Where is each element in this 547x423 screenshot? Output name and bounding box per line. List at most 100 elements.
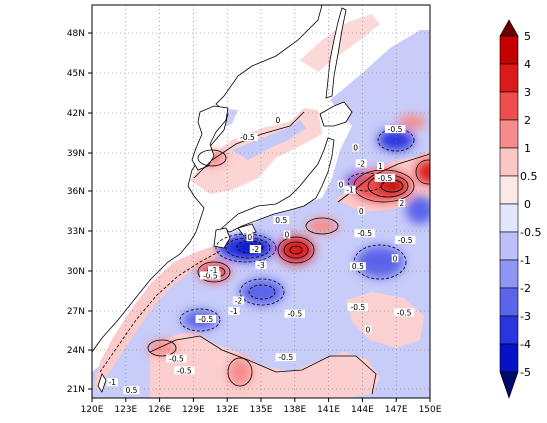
colorbar-under-triangle xyxy=(499,371,519,399)
colorbar-label-2: 2 xyxy=(524,114,531,127)
contour-label-background xyxy=(347,303,369,312)
colorbar-band-0-05 xyxy=(499,175,519,205)
contour-label-background xyxy=(337,180,345,189)
contour-label-text: -0.5 xyxy=(388,125,403,134)
colorbar-band-3-4 xyxy=(499,63,519,93)
contour-label-background xyxy=(232,296,245,305)
lon-label-135e: 135E xyxy=(250,405,273,415)
lon-label-138e: 138E xyxy=(283,405,306,415)
northeast-sea-field xyxy=(330,30,430,126)
lon-label-129e: 129E xyxy=(182,405,205,415)
contour-label: 2 xyxy=(398,198,406,208)
contour-label-text: -0.5 xyxy=(177,366,192,375)
contour-label-text: -2 xyxy=(235,296,243,305)
contour-label-background xyxy=(352,143,359,152)
contour-zero-kuroshio xyxy=(337,153,430,203)
colorbar-band-neg05-0 xyxy=(499,203,519,233)
lon-label-141e: 141E xyxy=(317,405,340,415)
contour-label: -3 xyxy=(255,260,267,270)
contour-pos-31n xyxy=(277,236,315,264)
contour-label-background xyxy=(355,159,367,168)
lat-label-33n: 33N xyxy=(67,227,85,237)
contour-label: 0.5 xyxy=(123,386,140,395)
lat-label-30n: 30N xyxy=(67,267,85,277)
positive-center-31n xyxy=(278,236,314,264)
contour-label-text: 0 xyxy=(276,116,281,125)
contour-label-background xyxy=(255,260,267,269)
lon-label-132e: 132E xyxy=(216,405,239,415)
contour-label: 0.5 xyxy=(349,262,366,271)
contour-label-text: -2 xyxy=(252,245,260,254)
contour-label-background xyxy=(364,325,372,334)
contour-label-background xyxy=(200,271,221,280)
colorbar-label-neg3: -3 xyxy=(520,310,531,323)
colorbar-band-2-3 xyxy=(499,91,519,121)
contour-label-text: -0.5 xyxy=(169,354,184,363)
contour-label-text: -0.5 xyxy=(287,310,302,319)
lon-label-147e: 147E xyxy=(385,405,408,415)
contour-label: -0.5 xyxy=(395,235,416,245)
contour-label: 0 xyxy=(352,143,359,153)
colorbar-label-4: 4 xyxy=(524,58,531,71)
colorbar-band-neg1-neg05 xyxy=(499,231,519,261)
lat-label-36n: 36N xyxy=(67,187,85,197)
contour-zero-southern xyxy=(149,335,377,395)
contour-neg-27n xyxy=(239,278,285,306)
contour-label: -0.5 xyxy=(284,309,305,319)
contour-pos-japan-sea xyxy=(197,149,227,167)
contour-label: -0.5 xyxy=(393,308,415,317)
honshu xyxy=(221,137,335,233)
contour-neg-south xyxy=(179,308,221,332)
lat-label-45n: 45N xyxy=(67,69,85,79)
contour-label-text: 0 xyxy=(366,325,371,334)
contour-label: -2 xyxy=(232,296,245,305)
contour-label: 0 xyxy=(337,180,345,189)
contour-label: -2 xyxy=(355,159,367,168)
contour-pos-east xyxy=(415,159,430,185)
negative-center-38n xyxy=(378,129,414,151)
contour-label: -1 xyxy=(344,185,356,195)
positive-core-36n xyxy=(378,178,406,194)
contour-label-background xyxy=(106,378,118,387)
colorbar-label-neg1: -1 xyxy=(520,254,531,267)
negative-center-27n xyxy=(240,279,284,305)
contour-label: 0.5 xyxy=(273,216,290,225)
contour-label-text: 0 xyxy=(339,180,344,189)
contour-label: -0.5 xyxy=(195,314,216,324)
contour-label-text: -0.5 xyxy=(357,229,372,238)
japan-sea-mixed xyxy=(232,120,306,160)
contour-label-text: -0.5 xyxy=(198,315,213,324)
contour-label-text: 0.5 xyxy=(125,386,137,395)
contour-label: -0.5 xyxy=(374,173,396,183)
colorbar-band-neg2-neg1 xyxy=(499,259,519,289)
asian-continent xyxy=(92,5,323,353)
contour-label-background xyxy=(284,309,305,318)
colorbar-label-5: 5 xyxy=(524,30,531,43)
hokkaido xyxy=(319,101,353,127)
colorbar-band-05-1 xyxy=(499,147,519,177)
contour-label-background xyxy=(123,386,140,395)
colorbar-label-0.5: 0.5 xyxy=(520,170,538,183)
contour-label: -1 xyxy=(228,307,240,316)
contour-label-text: -0.5 xyxy=(397,308,412,317)
contour-label: 0 xyxy=(391,254,399,263)
colorbar-label-3: 3 xyxy=(524,86,531,99)
contour-label: -0.5 xyxy=(275,353,296,362)
latitude-ticks xyxy=(88,32,92,390)
lat-label-39n: 39N xyxy=(67,149,85,159)
contour-label-background xyxy=(384,125,406,134)
contour-label: -0.5 xyxy=(174,366,195,375)
colorbar-label-neg5: -5 xyxy=(520,366,531,379)
taiwan xyxy=(97,373,107,393)
anomaly-shading xyxy=(92,14,430,398)
contour-label-text: -1 xyxy=(210,266,218,275)
colorbar-label-1: 1 xyxy=(524,142,531,155)
longitude-tick-labels: 120E 123E 126E 129E 132E 135E 138E 141E … xyxy=(81,405,442,415)
contour-label: -1 xyxy=(106,378,118,387)
lon-label-150e: 150E xyxy=(419,405,442,415)
colorbar-label-neg0.5: -0.5 xyxy=(520,226,541,239)
positive-center-22n xyxy=(228,358,252,386)
contour-label-background xyxy=(174,366,195,375)
colorbar-band-1-2 xyxy=(499,119,519,149)
